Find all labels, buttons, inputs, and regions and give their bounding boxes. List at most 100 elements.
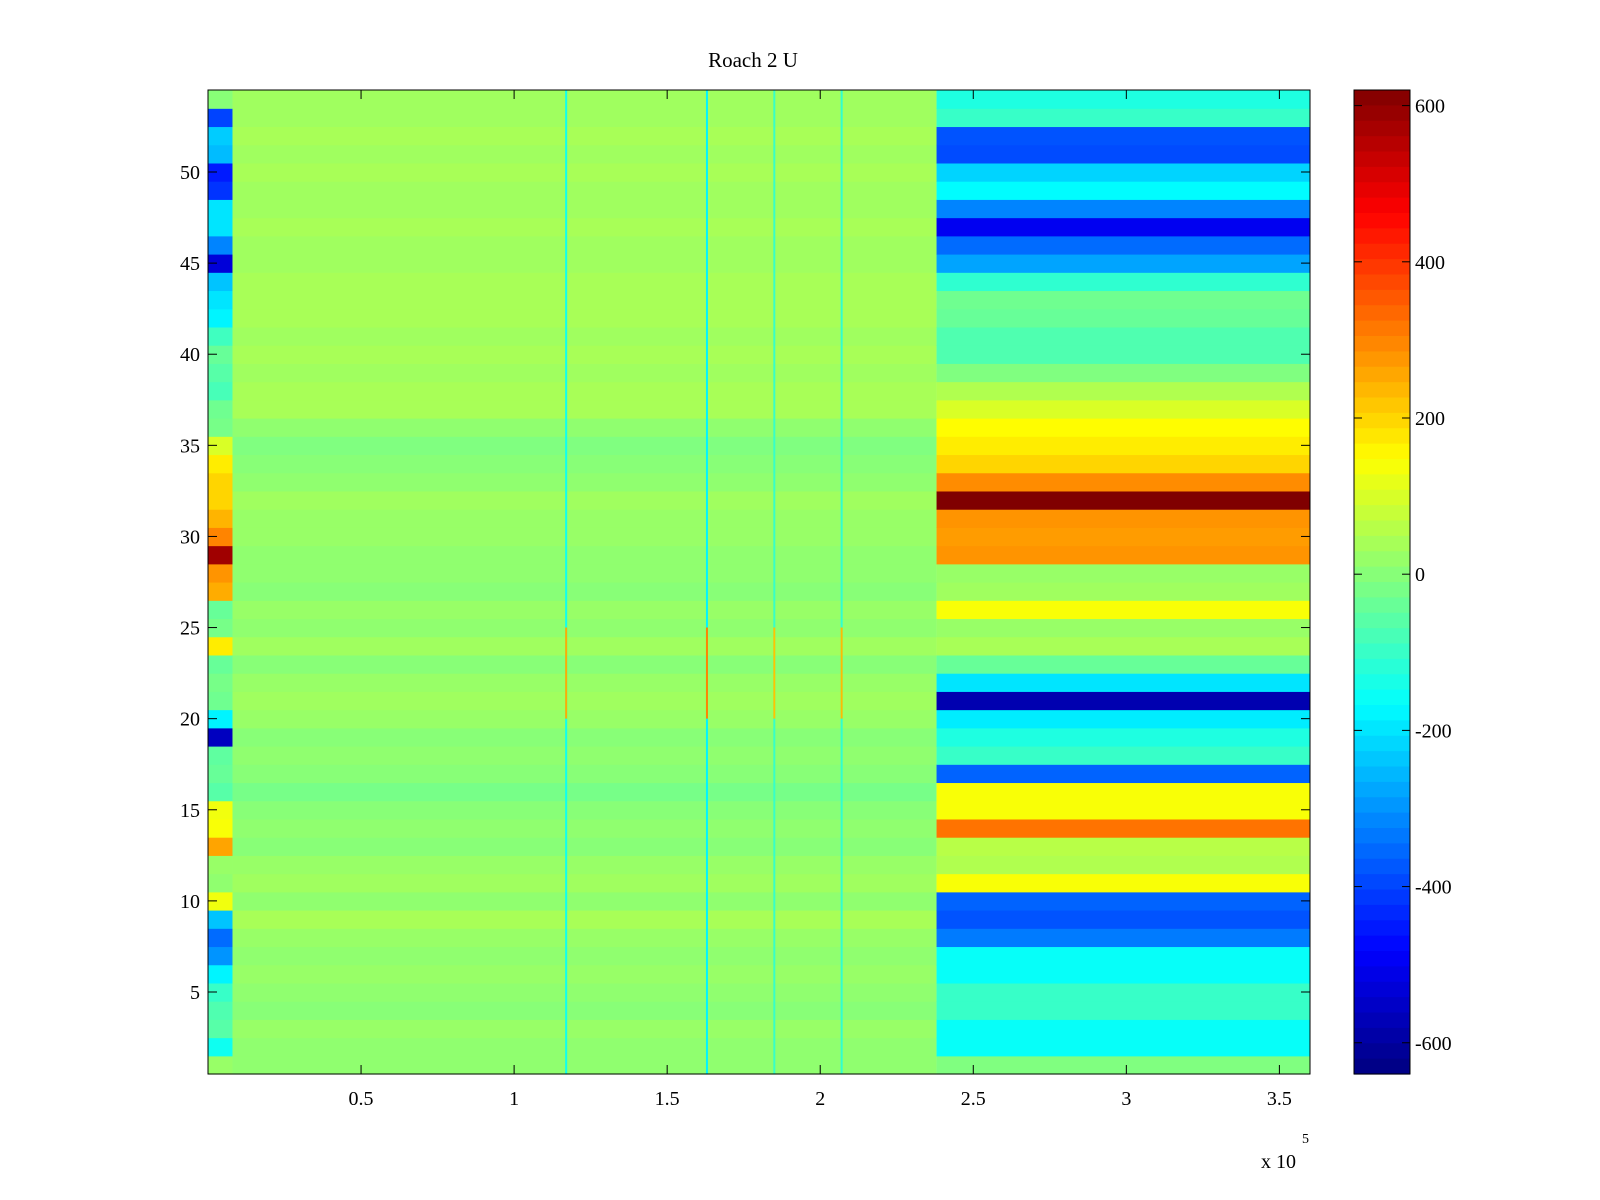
colorbar <box>1354 90 1410 1075</box>
heatmap-cell <box>232 764 937 784</box>
heatmap-cell <box>936 873 1310 893</box>
colorbar-band <box>1354 904 1410 921</box>
heatmap-cell <box>232 691 937 711</box>
colorbar-band <box>1354 551 1410 568</box>
colorbar-band <box>1354 120 1410 137</box>
heatmap-cell <box>936 946 1310 966</box>
colorbar-band <box>1354 105 1410 122</box>
heatmap-cell <box>936 800 1310 820</box>
colorbar-band <box>1354 320 1410 337</box>
colorbar-band <box>1354 781 1410 798</box>
colorbar-band <box>1354 966 1410 983</box>
x-tick-label: 1 <box>509 1088 519 1110</box>
heatmap-cell <box>208 800 233 820</box>
heatmap-cell <box>232 454 937 474</box>
heatmap-cell <box>232 782 937 802</box>
colorbar-border <box>1353 89 1411 1075</box>
x-tick-label: 3.5 <box>1267 1088 1292 1110</box>
heatmap-cell <box>208 308 233 328</box>
heatmap-cell <box>936 308 1310 328</box>
colorbar-band <box>1354 1058 1410 1075</box>
colorbar-band <box>1354 228 1410 245</box>
heatmap-cell <box>208 782 233 802</box>
heatmap-cell <box>936 618 1310 638</box>
heatmap-cell <box>232 982 937 1002</box>
colorbar-tick-label: 200 <box>1415 408 1445 430</box>
heatmap-cell <box>936 636 1310 656</box>
heatmap-cell <box>232 490 937 510</box>
heatmap-cell <box>232 855 937 875</box>
heatmap-cell <box>232 800 937 820</box>
heatmap-cell <box>936 181 1310 200</box>
heatmap-spikes <box>565 90 843 1074</box>
heatmap-cell <box>936 235 1310 255</box>
heatmap-cell <box>936 673 1310 692</box>
colorbar-band <box>1354 151 1410 168</box>
colorbar-band <box>1354 166 1410 183</box>
heatmap-cell <box>208 144 233 164</box>
heatmap-cell <box>208 326 233 346</box>
y-tick-label: 45 <box>180 253 200 275</box>
heatmap-cell <box>936 563 1310 583</box>
heatmap-cell <box>936 545 1310 565</box>
heatmap-cell <box>232 235 937 255</box>
heatmap-cell <box>936 363 1310 383</box>
y-tick-label: 10 <box>180 891 200 913</box>
colorbar-band <box>1354 428 1410 445</box>
heatmap-cell <box>208 1037 233 1057</box>
heatmap-cell <box>232 90 937 109</box>
colorbar-band <box>1354 612 1410 629</box>
heatmap-cell <box>232 709 937 729</box>
heatmap-cell <box>208 490 233 510</box>
y-tick-label: 5 <box>190 982 200 1004</box>
colorbar-tick-label: -200 <box>1415 720 1452 742</box>
colorbar-band <box>1354 674 1410 691</box>
heatmap-cell <box>232 272 937 292</box>
heatmap-cell <box>232 964 937 984</box>
x-tick-label: 3 <box>1121 1088 1131 1110</box>
colorbar-band <box>1354 459 1410 475</box>
x-tick-label: 0.5 <box>349 1088 374 1110</box>
heatmap-cell <box>232 345 937 364</box>
colorbar-band <box>1354 243 1410 260</box>
heatmap-cell <box>208 818 233 838</box>
colorbar-band <box>1354 797 1410 814</box>
heatmap-cell <box>936 272 1310 292</box>
colorbar-band <box>1354 705 1410 721</box>
heatmap-cell <box>232 654 937 674</box>
heatmap-cell <box>208 126 233 146</box>
heatmap-cell <box>936 399 1310 419</box>
heatmap-cell <box>208 90 233 109</box>
heatmap-cell <box>232 308 937 328</box>
colorbar-band <box>1354 535 1410 552</box>
heatmap-cell <box>232 582 937 601</box>
heatmap-cell <box>232 108 937 128</box>
colorbar-band <box>1354 920 1410 937</box>
heatmap-cell <box>936 418 1310 437</box>
colorbar-band <box>1354 858 1410 875</box>
colorbar-band <box>1354 489 1410 506</box>
heatmap-cell <box>936 1055 1310 1075</box>
heatmap-cell <box>232 1037 937 1057</box>
heatmap-cell <box>936 709 1310 729</box>
colorbar-tick-label: 400 <box>1415 252 1445 274</box>
heatmap-cell <box>936 691 1310 711</box>
colorbar-band <box>1354 812 1410 829</box>
heatmap-cell <box>208 982 233 1002</box>
colorbar-band <box>1354 289 1410 306</box>
heatmap-cell <box>208 1055 233 1075</box>
colorbar-band <box>1354 259 1410 276</box>
heatmap-cell <box>936 837 1310 856</box>
colorbar-band <box>1354 597 1410 614</box>
colorbar-band <box>1354 197 1410 214</box>
colorbar-band <box>1354 582 1410 598</box>
heatmap-cell <box>208 946 233 966</box>
heatmap-cell <box>232 181 937 200</box>
heatmap-cell <box>232 1055 937 1075</box>
colorbar-band <box>1354 997 1410 1014</box>
y-tick-label: 35 <box>180 435 200 457</box>
chart-title: Roach 2 U <box>708 48 798 72</box>
colorbar-band <box>1354 935 1410 952</box>
colorbar-band <box>1354 1012 1410 1029</box>
heatmap-cell <box>208 873 233 893</box>
